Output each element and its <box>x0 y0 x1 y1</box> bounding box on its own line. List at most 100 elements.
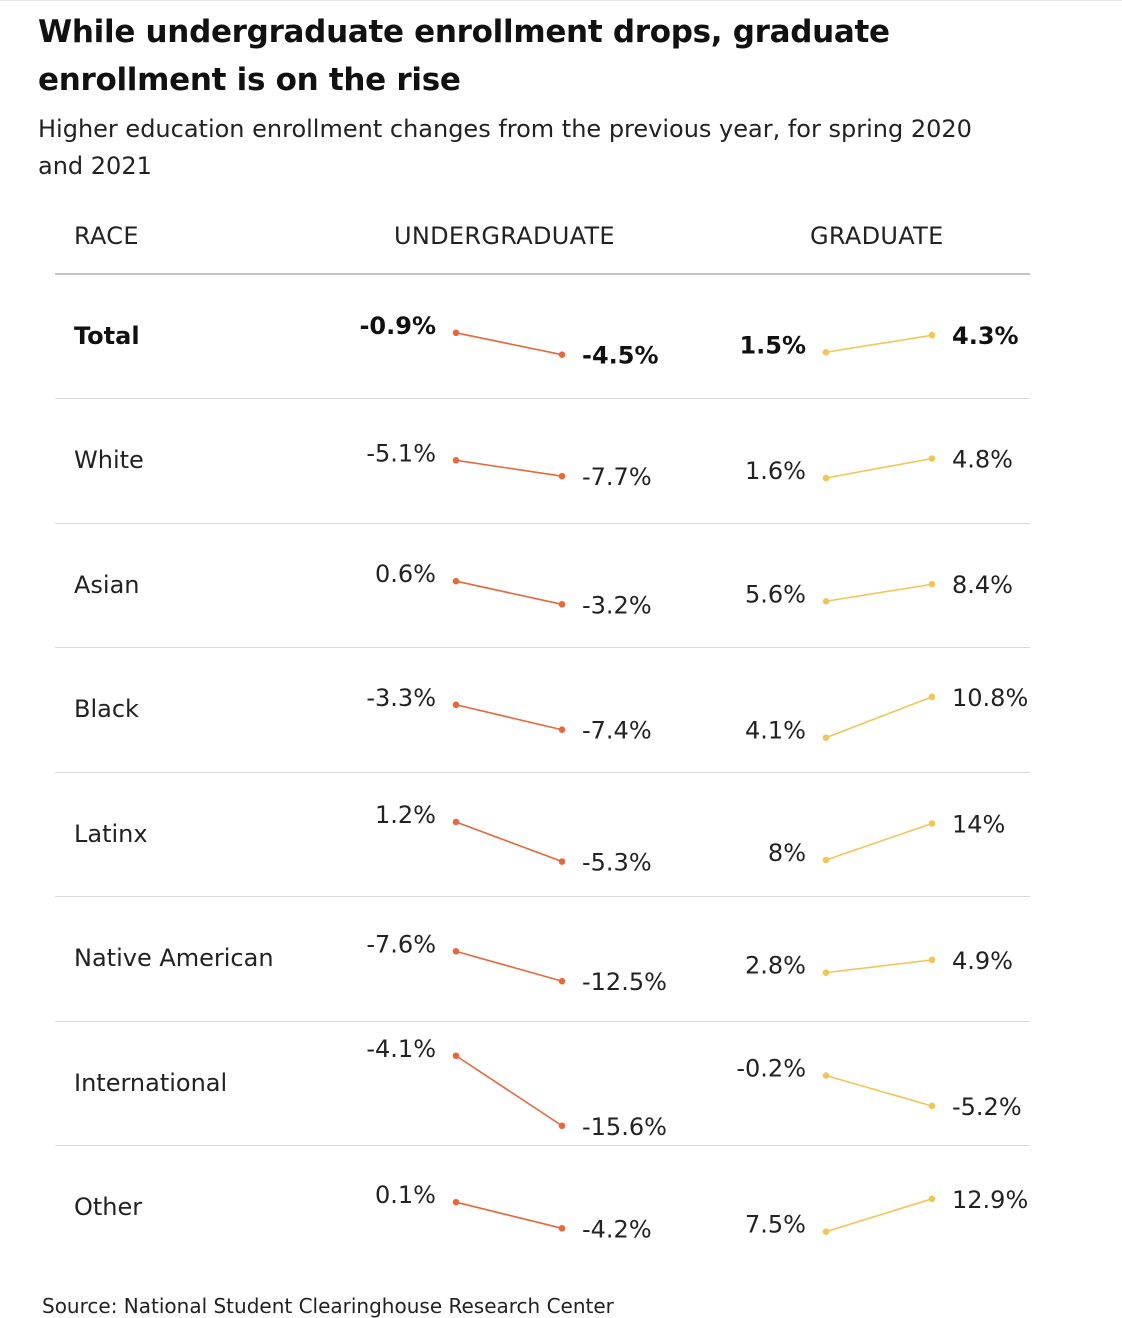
row-divider <box>55 771 1030 773</box>
column-header-undergraduate: UNDERGRADUATE <box>394 222 615 250</box>
undergraduate-start-point <box>452 577 460 585</box>
race-label: Asian <box>74 570 140 599</box>
graduate-start-label: 7.5% <box>745 1211 806 1239</box>
undergraduate-slope-line <box>455 703 563 731</box>
undergraduate-start-label: -5.1% <box>366 439 436 467</box>
undergraduate-start-point <box>452 1052 460 1060</box>
graduate-end-point <box>928 956 936 964</box>
graduate-slope-line <box>825 1074 933 1107</box>
chart-subtitle: Higher education enrollment changes from… <box>38 115 972 180</box>
graduate-slope-line <box>825 822 933 861</box>
undergraduate-end-label: -7.7% <box>582 463 652 491</box>
undergraduate-end-point <box>558 472 566 480</box>
graduate-end-point <box>928 693 936 701</box>
graduate-end-label: -5.2% <box>952 1093 1022 1121</box>
graduate-slope-line <box>825 334 933 354</box>
graduate-slope-line <box>825 457 933 479</box>
row-divider <box>55 647 1030 648</box>
undergraduate-slope-line <box>455 950 563 982</box>
graduate-start-label: 1.5% <box>739 331 806 359</box>
undergraduate-start-label: 0.6% <box>375 560 436 588</box>
undergraduate-end-label: -12.5% <box>582 968 667 996</box>
undergraduate-end-point <box>558 858 566 865</box>
graduate-start-label: 5.6% <box>745 580 806 608</box>
undergraduate-start-label: -7.6% <box>366 930 436 958</box>
race-label: Black <box>74 695 139 724</box>
undergraduate-start-point <box>452 1198 460 1206</box>
graduate-start-label: -0.2% <box>736 1055 806 1083</box>
graduate-start-label: 8% <box>768 839 806 867</box>
row-divider <box>55 522 1030 524</box>
graduate-end-point <box>928 331 936 339</box>
race-label: Other <box>74 1193 143 1222</box>
graduate-end-label: 4.3% <box>952 322 1019 350</box>
undergraduate-start-point <box>452 329 460 337</box>
undergraduate-end-label: -4.5% <box>582 342 659 370</box>
undergraduate-slope-line <box>455 821 563 863</box>
graduate-slope-line <box>825 1198 933 1233</box>
graduate-start-point <box>822 474 830 482</box>
graduate-end-point <box>928 1195 936 1203</box>
undergraduate-end-point <box>558 726 566 734</box>
row-divider <box>55 896 1030 897</box>
graduate-end-point <box>928 820 936 827</box>
undergraduate-start-label: -4.1% <box>366 1035 436 1063</box>
race-label: White <box>74 446 144 475</box>
undergraduate-end-label: -7.4% <box>582 717 652 745</box>
graduate-end-point <box>928 1102 936 1110</box>
undergraduate-end-label: -5.3% <box>582 849 652 877</box>
undergraduate-start-point <box>452 948 460 955</box>
undergraduate-end-point <box>558 1122 566 1130</box>
undergraduate-start-point <box>452 701 460 709</box>
graduate-end-label: 14% <box>952 810 1005 838</box>
graduate-end-label: 8.4% <box>952 571 1013 599</box>
undergraduate-slope-line <box>455 459 563 477</box>
graduate-start-label: 1.6% <box>745 457 806 485</box>
graduate-start-point <box>822 1228 830 1235</box>
undergraduate-start-point <box>452 818 460 826</box>
undergraduate-end-label: -15.6% <box>582 1113 667 1141</box>
graduate-slope-line <box>825 696 933 739</box>
race-label: Total <box>74 321 140 350</box>
race-label: International <box>74 1068 228 1097</box>
undergraduate-start-label: -0.9% <box>359 312 436 340</box>
column-header-graduate: GRADUATE <box>810 222 944 250</box>
race-label: Latinx <box>74 819 148 848</box>
undergraduate-end-point <box>558 1225 566 1232</box>
graduate-end-label: 4.9% <box>952 947 1013 975</box>
chart-title: While undergraduate enrollment drops, gr… <box>38 14 890 98</box>
graduate-start-point <box>822 1072 830 1079</box>
graduate-start-point <box>822 856 830 864</box>
header-rule <box>55 273 1030 275</box>
graduate-slope-line <box>825 583 933 603</box>
undergraduate-end-point <box>558 977 566 985</box>
row-divider <box>55 398 1030 399</box>
undergraduate-end-label: -3.2% <box>582 591 652 619</box>
graduate-start-label: 4.1% <box>745 717 806 745</box>
graduate-end-label: 10.8% <box>952 684 1028 712</box>
graduate-start-point <box>822 734 830 741</box>
source-note: Source: National Student Clearinghouse R… <box>42 1294 614 1318</box>
undergraduate-slope-line <box>455 332 563 356</box>
undergraduate-start-label: 1.2% <box>375 801 436 829</box>
graduate-start-label: 2.8% <box>745 952 806 980</box>
graduate-start-point <box>822 969 830 976</box>
graduate-slope-line <box>825 959 933 974</box>
graduate-end-point <box>928 580 936 588</box>
column-header-race: RACE <box>74 222 139 250</box>
undergraduate-end-point <box>558 601 566 608</box>
undergraduate-end-point <box>558 351 566 359</box>
graduate-start-point <box>822 348 830 356</box>
undergraduate-slope-line <box>455 1055 563 1127</box>
undergraduate-end-label: -4.2% <box>582 1215 652 1243</box>
graduate-end-label: 12.9% <box>952 1186 1028 1214</box>
graduate-start-point <box>822 597 830 605</box>
graduate-end-point <box>928 455 936 462</box>
race-label: Native American <box>74 944 274 973</box>
undergraduate-start-label: 0.1% <box>375 1181 436 1209</box>
top-border <box>0 0 1122 1</box>
undergraduate-start-point <box>452 457 460 464</box>
row-divider <box>55 1020 1030 1022</box>
undergraduate-slope-line <box>455 1201 563 1230</box>
